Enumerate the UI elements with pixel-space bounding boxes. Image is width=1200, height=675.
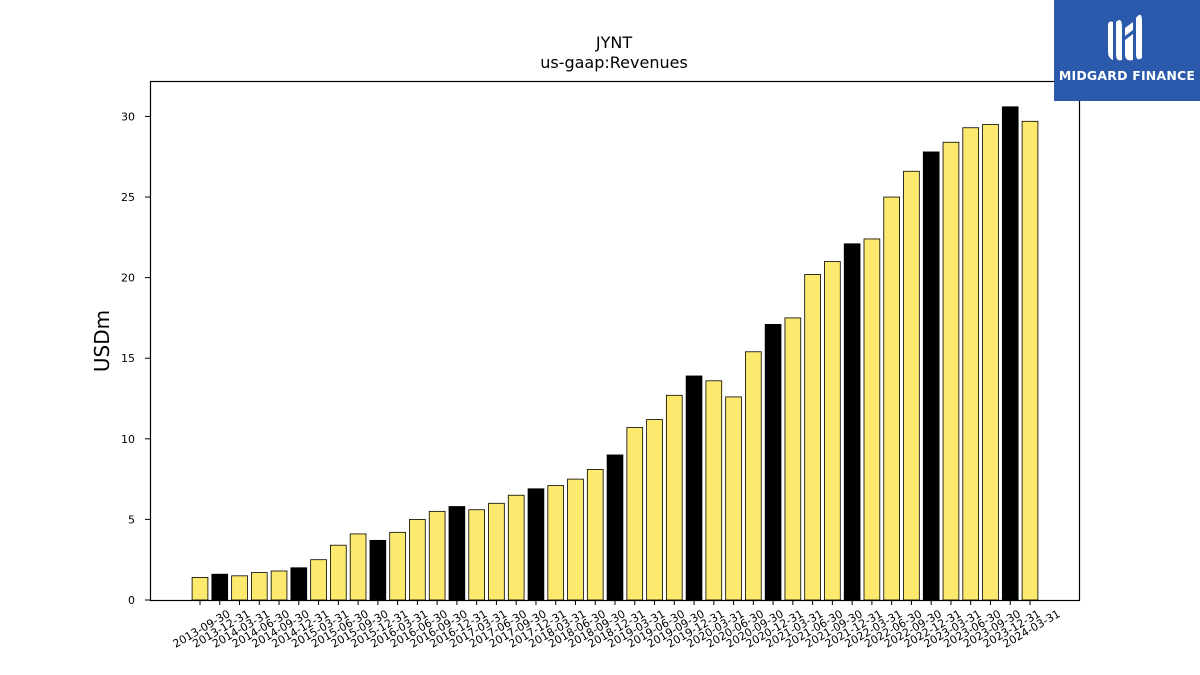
bar-2024-03-31	[1021, 120, 1039, 601]
y-tick-label: 25	[121, 191, 135, 204]
bar-2023-09-30	[982, 124, 999, 601]
bar-2018-12-31	[606, 454, 624, 601]
bar-2019-12-31	[685, 375, 703, 601]
bar-2020-03-31	[705, 380, 723, 601]
bar-2014-03-31	[231, 575, 248, 601]
bar-2020-09-30	[745, 351, 762, 601]
bar-2016-12-31	[448, 506, 466, 601]
bar-2019-06-30	[646, 419, 663, 601]
y-tick-label: 10	[121, 433, 135, 446]
bar-2015-12-31	[369, 539, 387, 601]
bar-2015-09-30	[349, 533, 367, 601]
bar-2018-06-30	[567, 478, 584, 601]
bar-2013-09-30	[191, 577, 209, 601]
bar-2020-12-31	[764, 323, 782, 601]
bar-2017-06-30	[488, 502, 505, 601]
bar-2017-03-31	[468, 509, 485, 601]
bar-2014-09-30	[270, 570, 288, 601]
bar-2016-09-30	[428, 510, 446, 601]
brand-logo: MIDGARD FINANCE	[1054, 0, 1200, 101]
bar-2022-12-31	[922, 151, 940, 601]
bar-2014-06-30	[250, 572, 268, 601]
y-tick-label: 0	[128, 594, 135, 607]
bar-2020-06-30	[725, 396, 742, 601]
bar-2022-06-30	[883, 196, 900, 601]
chart-title: JYNT	[595, 33, 632, 52]
bar-2023-03-31	[942, 141, 960, 601]
bar-2015-06-30	[330, 544, 347, 601]
midgard-logo-icon	[1108, 14, 1142, 61]
bar-2017-12-31	[527, 488, 545, 601]
bar-2021-09-30	[824, 261, 841, 601]
bars-group	[191, 106, 1039, 601]
y-tick-label: 5	[128, 513, 135, 526]
bar-2018-03-31	[547, 485, 565, 601]
bar-2023-06-30	[962, 127, 980, 601]
bar-2017-09-30	[507, 494, 525, 601]
bar-2021-06-30	[804, 274, 821, 601]
plot-frame	[149, 80, 1081, 602]
chart-subtitle: us-gaap:Revenues	[540, 53, 688, 72]
bar-2021-03-31	[784, 317, 802, 601]
bar-2014-12-31	[290, 567, 308, 601]
y-tick-label: 15	[121, 352, 135, 365]
bar-2016-03-31	[389, 531, 406, 601]
brand-name: MIDGARD FINANCE	[1058, 68, 1196, 83]
y-axis-label: USDm	[90, 310, 114, 372]
y-tick-label: 30	[121, 110, 135, 123]
bar-2022-03-31	[863, 238, 881, 601]
bar-2016-06-30	[409, 519, 426, 601]
x-axis: 2013-09-302013-12-312014-03-312014-06-30…	[171, 600, 1063, 651]
bar-2018-09-30	[586, 469, 604, 601]
y-tick-label: 20	[121, 272, 135, 285]
bar-2022-09-30	[903, 170, 920, 601]
bar-2015-03-31	[310, 559, 327, 601]
bar-2019-03-31	[626, 427, 644, 601]
bar-2019-09-30	[665, 394, 683, 601]
bar-2023-12-31	[1001, 106, 1019, 601]
bar-2021-12-31	[843, 243, 861, 601]
bar-2013-12-31	[211, 573, 229, 601]
y-axis: 0 5 10 15 20 25 30	[121, 110, 150, 607]
